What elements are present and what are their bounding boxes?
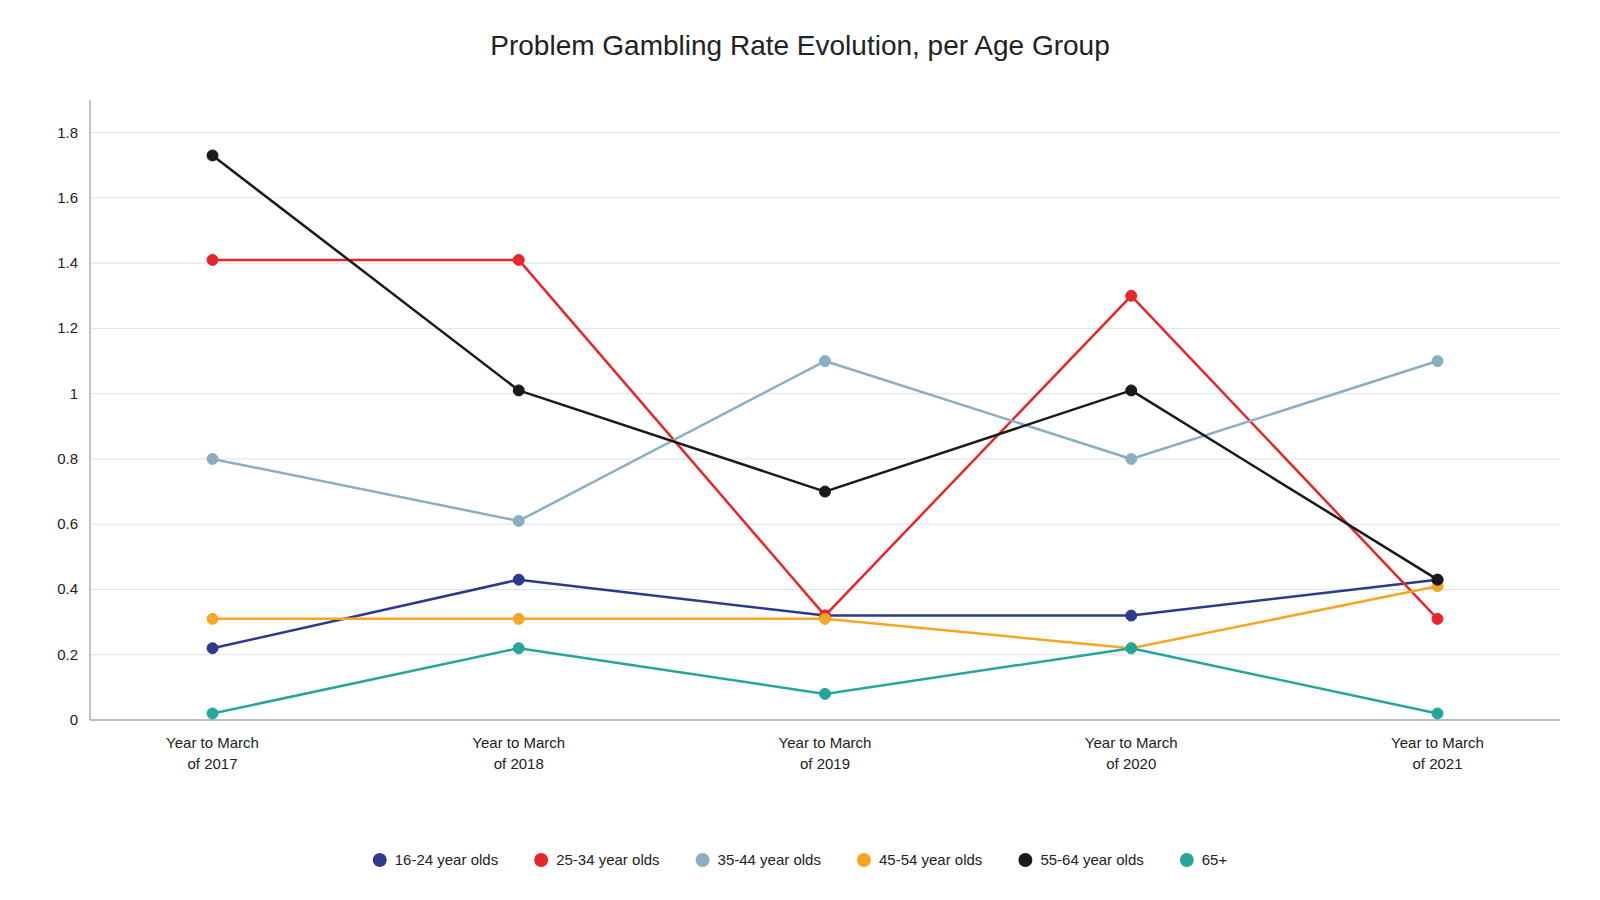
y-tick-label: 1.8	[57, 124, 78, 141]
legend-item: 45-54 year olds	[857, 851, 982, 868]
series	[207, 254, 1443, 624]
plot-area	[207, 150, 1443, 719]
series-line	[213, 155, 1438, 579]
x-tick-label: Year to Marchof 2020	[1085, 734, 1178, 772]
grid-line	[90, 654, 1560, 655]
series-line	[213, 361, 1438, 521]
legend-label: 25-34 year olds	[556, 851, 659, 868]
series	[207, 643, 1443, 719]
data-point	[820, 356, 831, 367]
series-line	[213, 586, 1438, 648]
legend-label: 65+	[1202, 851, 1228, 868]
grid-line	[90, 132, 1560, 133]
data-point	[1126, 643, 1137, 654]
data-point	[513, 515, 524, 526]
grid-line	[90, 197, 1560, 198]
data-point	[1432, 574, 1443, 585]
data-point	[513, 254, 524, 265]
series-line	[213, 260, 1438, 619]
data-point	[1126, 290, 1137, 301]
series-line	[213, 648, 1438, 713]
grid-line	[90, 263, 1560, 264]
data-point	[513, 613, 524, 624]
series-line	[213, 580, 1438, 649]
data-point	[1432, 708, 1443, 719]
legend-swatch	[373, 853, 387, 867]
grid-line	[90, 328, 1560, 329]
x-axis-line	[90, 720, 1560, 721]
y-tick-label: 1	[70, 385, 78, 402]
data-point	[207, 708, 218, 719]
y-tick-label: 0.2	[57, 646, 78, 663]
y-tick-label: 1.2	[57, 319, 78, 336]
legend-item: 25-34 year olds	[534, 851, 659, 868]
x-tick-label: Year to Marchof 2017	[166, 734, 259, 772]
data-point	[1126, 643, 1137, 654]
data-point	[207, 254, 218, 265]
y-axis-line	[90, 100, 91, 720]
legend-item: 65+	[1180, 851, 1228, 868]
title: Problem Gambling Rate Evolution, per Age…	[490, 30, 1109, 61]
grid-line	[90, 720, 1560, 721]
grid-line	[90, 589, 1560, 590]
chart: Problem Gambling Rate Evolution, per Age…	[0, 0, 1600, 900]
data-point	[207, 453, 218, 464]
y-tick-label: 0.8	[57, 450, 78, 467]
grid	[90, 133, 1560, 720]
legend-item: 16-24 year olds	[373, 851, 498, 868]
legend-swatch	[1180, 853, 1194, 867]
legend-label: 45-54 year olds	[879, 851, 982, 868]
x-tick-label: Year to Marchof 2018	[472, 734, 565, 772]
y-tick-label: 0.4	[57, 580, 78, 597]
legend-label: 16-24 year olds	[395, 851, 498, 868]
grid-line	[90, 458, 1560, 459]
data-point	[207, 613, 218, 624]
series	[207, 574, 1443, 654]
legend: 16-24 year olds 25-34 year olds 35-44 year…	[373, 851, 1228, 868]
legend-label: 55-64 year olds	[1040, 851, 1143, 868]
series	[207, 356, 1443, 527]
data-point	[207, 150, 218, 161]
x-tick-label: Year to Marchof 2021	[1391, 734, 1484, 772]
legend-swatch	[1018, 853, 1032, 867]
legend-swatch	[534, 853, 548, 867]
data-point	[820, 613, 831, 624]
data-point	[820, 486, 831, 497]
x-tick-label: Year to Marchof 2019	[779, 734, 872, 772]
data-point	[820, 688, 831, 699]
series	[207, 150, 1443, 585]
data-point	[513, 385, 524, 396]
legend-swatch	[857, 853, 871, 867]
y-tick-label: 0	[70, 711, 78, 728]
legend-swatch	[696, 853, 710, 867]
data-point	[513, 643, 524, 654]
grid-line	[90, 524, 1560, 525]
legend-item: 55-64 year olds	[1018, 851, 1143, 868]
data-point	[207, 643, 218, 654]
y-tick-label: 1.4	[57, 254, 78, 271]
y-tick-label: 1.6	[57, 189, 78, 206]
series	[207, 581, 1443, 654]
legend-item: 35-44 year olds	[696, 851, 821, 868]
data-point	[1432, 574, 1443, 585]
data-point	[1432, 613, 1443, 624]
y-tick-label: 0.6	[57, 515, 78, 532]
legend-label: 35-44 year olds	[718, 851, 821, 868]
data-point	[513, 574, 524, 585]
data-point	[1432, 356, 1443, 367]
data-point	[1126, 385, 1137, 396]
data-point	[1126, 610, 1137, 621]
data-point	[1126, 453, 1137, 464]
